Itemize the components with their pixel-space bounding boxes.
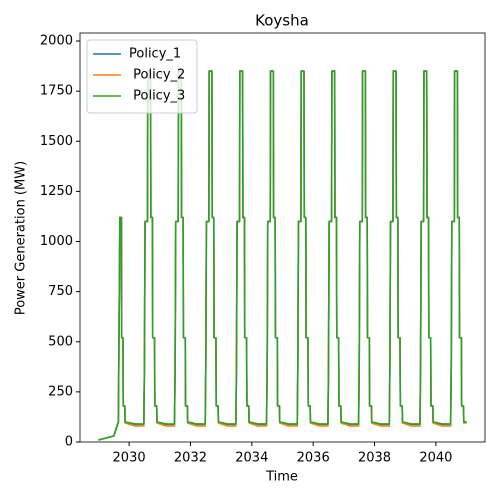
x-tick-label: 2040: [419, 451, 452, 466]
legend-label: Policy_2: [129, 68, 185, 83]
x-tick-label: 2032: [174, 451, 207, 466]
y-tick-label: 2000: [40, 34, 73, 49]
y-tick-label: 1750: [40, 84, 73, 99]
x-tick-label: 2034: [235, 451, 268, 466]
line-series: [98, 70, 467, 441]
y-tick-label: 250: [48, 384, 73, 399]
line-series: [98, 70, 467, 441]
y-tick-label: 1250: [40, 184, 73, 199]
y-tick-label: 500: [48, 334, 73, 349]
y-tick-label: 750: [48, 284, 73, 299]
plot-frame: [79, 32, 486, 443]
y-axis-label: Power Generation (MW): [14, 161, 29, 315]
y-tick-label: 0: [65, 435, 73, 450]
line-series: [98, 70, 467, 441]
x-tick-label: 2036: [297, 451, 330, 466]
x-tick-label: 2038: [358, 451, 391, 466]
x-tick-label: 2030: [113, 451, 146, 466]
y-tick-label: 1000: [40, 234, 73, 249]
y-tick-label: 1500: [40, 134, 73, 149]
legend-box: [86, 39, 198, 114]
legend-label: Policy_3: [129, 89, 185, 104]
x-axis-label: Time: [265, 470, 298, 485]
legend-label: Policy_1: [129, 47, 181, 62]
chart-title: Koysha: [255, 12, 309, 30]
